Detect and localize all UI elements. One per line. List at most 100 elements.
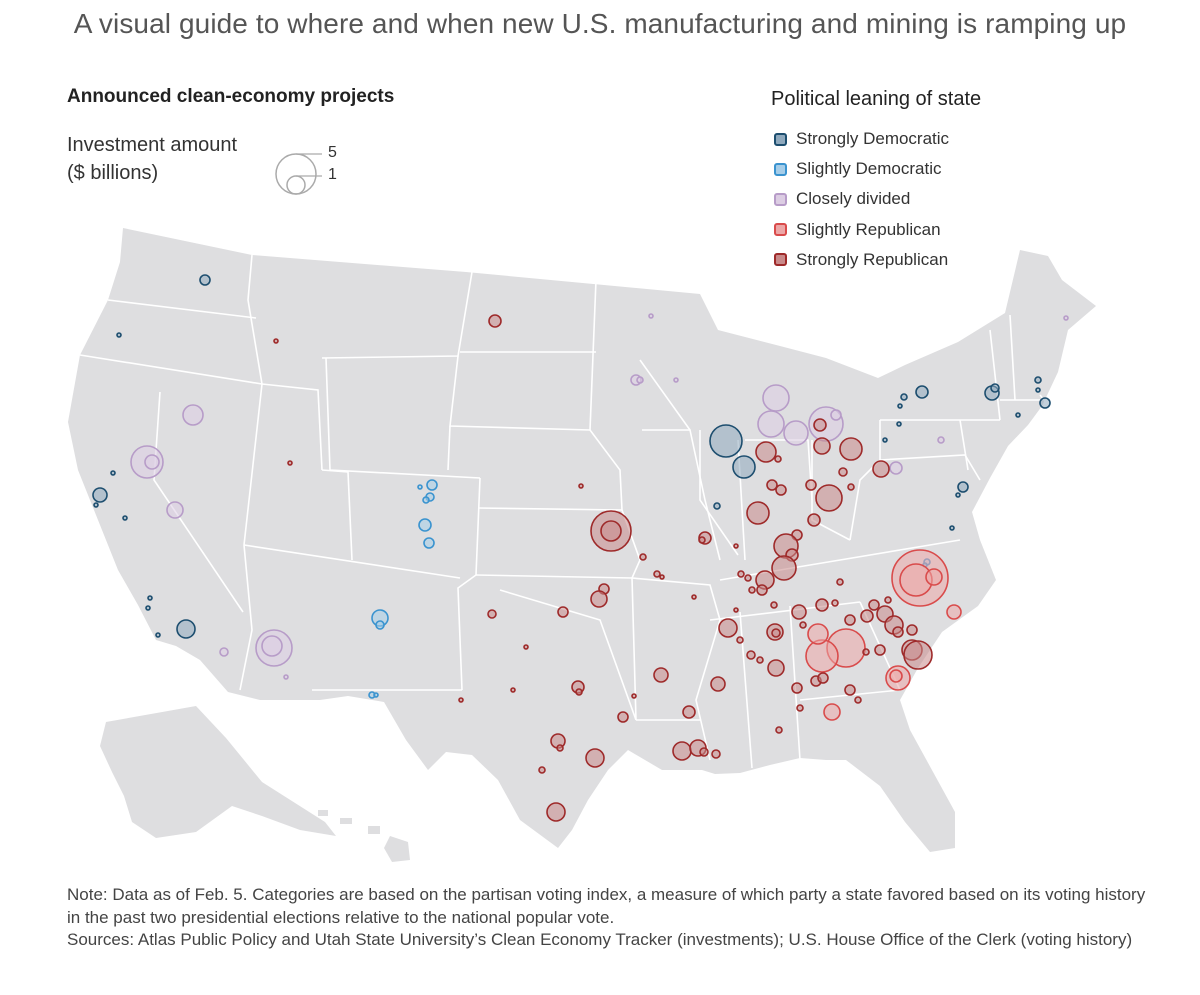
project-bubble: [426, 479, 438, 491]
project-bubble: [417, 484, 423, 490]
hawaii-kauai: [318, 810, 328, 816]
lean-label-closely-divided: Closely divided: [796, 189, 911, 209]
project-bubble: [882, 437, 888, 443]
project-bubble: [889, 669, 903, 683]
project-bubble: [807, 623, 829, 645]
project-bubble: [937, 436, 945, 444]
project-bubble: [422, 496, 430, 504]
project-bubble: [955, 492, 961, 498]
project-bubble: [145, 605, 151, 611]
project-bubble: [699, 747, 709, 757]
project-bubble: [287, 460, 293, 466]
project-bubble: [166, 501, 184, 519]
project-bubble: [659, 574, 665, 580]
project-bubble: [862, 648, 870, 656]
hawaii-maui: [368, 826, 380, 834]
project-bubble: [718, 618, 738, 638]
project-bubble: [733, 607, 739, 613]
project-bubble: [636, 376, 644, 384]
project-bubble: [487, 609, 497, 619]
project-bubble: [766, 479, 778, 491]
project-bubble: [546, 802, 566, 822]
land-layer: [68, 228, 1096, 862]
project-bubble: [774, 455, 782, 463]
project-bubble: [375, 620, 385, 630]
lean-swatch-strongly-republican: [774, 253, 787, 267]
project-bubble: [590, 590, 608, 608]
project-bubble: [510, 687, 516, 693]
project-bubble: [775, 726, 783, 734]
lean-swatch-slightly-democratic: [774, 162, 787, 176]
project-bubble: [182, 404, 204, 426]
lean-legend: Strongly Democratic Slightly Democratic …: [774, 124, 949, 275]
project-bubble: [93, 502, 99, 508]
project-bubble: [854, 696, 862, 704]
project-bubble: [946, 604, 962, 620]
project-bubble: [556, 744, 564, 752]
project-bubble: [817, 672, 829, 684]
project-bubble: [273, 338, 279, 344]
footnote-note: Note: Data as of Feb. 5. Categories are …: [67, 885, 1146, 927]
project-bubble: [155, 632, 161, 638]
project-bubble: [639, 553, 647, 561]
project-bubble: [771, 555, 797, 581]
project-bubble: [815, 598, 829, 612]
lean-swatch-strongly-democratic: [774, 132, 787, 146]
hawaii-hawaii: [384, 836, 410, 862]
project-bubble: [698, 536, 706, 544]
project-bubble: [673, 377, 679, 383]
project-bubble: [839, 437, 863, 461]
project-bubble: [838, 467, 848, 477]
project-bubble: [771, 628, 781, 638]
project-bubble: [756, 584, 768, 596]
project-bubble: [736, 636, 744, 644]
project-bubble: [813, 418, 827, 432]
lean-label-strongly-democratic: Strongly Democratic: [796, 129, 950, 149]
project-bubble: [617, 711, 629, 723]
project-bubble: [711, 749, 721, 759]
project-bubble: [709, 424, 743, 458]
project-bubble: [990, 383, 1000, 393]
lean-legend-item-closely-divided: Closely divided: [774, 184, 949, 214]
lean-legend-title: Political leaning of state: [771, 88, 982, 110]
project-bubble: [219, 647, 229, 657]
project-bubble: [737, 570, 745, 578]
project-bubble: [631, 693, 637, 699]
us-map: [68, 228, 1096, 862]
project-bubble: [755, 441, 777, 463]
project-bubble: [868, 599, 880, 611]
project-bubble: [423, 537, 435, 549]
project-bubble: [600, 520, 622, 542]
project-bubble: [653, 667, 669, 683]
project-bubble: [844, 614, 856, 626]
alaska: [100, 706, 336, 838]
project-bubble: [373, 692, 379, 698]
project-bubble: [830, 409, 842, 421]
project-bubble: [488, 314, 502, 328]
project-bubble: [744, 574, 752, 582]
project-bubble: [860, 609, 874, 623]
size-legend-title: Investment amount ($ billions): [67, 131, 237, 187]
project-bubble: [775, 484, 787, 496]
project-bubble: [906, 624, 918, 636]
project-bubble: [1034, 376, 1042, 384]
lean-label-strongly-republican: Strongly Republican: [796, 249, 949, 269]
project-bubble: [900, 393, 908, 401]
project-bubble: [733, 543, 739, 549]
project-bubbles: [92, 274, 1069, 822]
lean-legend-item-strongly-republican: Strongly Republican: [774, 245, 949, 275]
project-bubble: [746, 650, 756, 660]
project-bubble: [903, 640, 933, 670]
project-bubble: [957, 481, 969, 493]
project-bubble: [836, 578, 844, 586]
project-bubble: [578, 483, 584, 489]
chart-title: Announced clean-economy projects: [67, 86, 395, 107]
project-bubble: [831, 599, 839, 607]
project-bubble: [261, 635, 283, 657]
project-bubble: [884, 596, 892, 604]
project-bubble: [283, 674, 289, 680]
project-bubble: [682, 705, 696, 719]
project-bubble: [892, 626, 904, 638]
project-bubble: [122, 515, 128, 521]
project-bubble: [791, 682, 803, 694]
